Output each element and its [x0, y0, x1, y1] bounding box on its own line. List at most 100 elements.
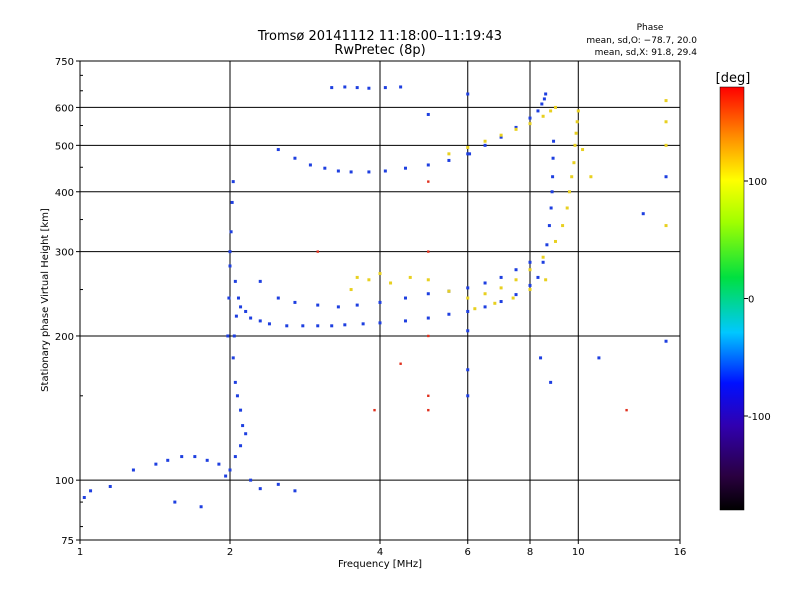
data-point-x-mode	[499, 133, 503, 137]
data-point-x-mode	[466, 296, 470, 300]
data-point-o-mode	[399, 85, 403, 89]
data-point-o-mode	[330, 86, 334, 90]
data-point-o-mode	[447, 158, 451, 162]
data-point-x-mode	[544, 278, 548, 282]
data-point-isolated	[625, 408, 628, 412]
data-point-o-mode	[228, 468, 232, 472]
data-point-x-mode	[565, 206, 569, 210]
data-point-o-mode	[336, 169, 340, 173]
data-point-o-mode	[549, 380, 553, 384]
x-tick-label: 8	[527, 547, 533, 558]
data-point-o-mode	[154, 462, 158, 466]
data-point-o-mode	[597, 356, 601, 360]
data-point-o-mode	[233, 455, 237, 459]
data-point-o-mode	[343, 85, 347, 89]
data-point-o-mode	[528, 260, 532, 264]
data-point-x-mode	[567, 190, 571, 194]
data-point-x-mode	[553, 105, 557, 109]
data-point-o-mode	[258, 279, 262, 283]
data-point-o-mode	[330, 324, 334, 328]
data-point-o-mode	[193, 455, 197, 459]
data-point-o-mode	[231, 180, 235, 184]
data-point-o-mode	[466, 368, 470, 372]
data-point-o-mode	[403, 166, 407, 170]
data-point-o-mode	[173, 500, 177, 504]
y-tick-label: 75	[61, 536, 74, 547]
data-point-x-mode	[541, 114, 545, 118]
x-tick-label: 1	[77, 547, 83, 558]
data-point-x-mode	[664, 224, 668, 228]
data-point-isolated	[427, 334, 430, 338]
data-point-o-mode	[131, 468, 135, 472]
axis-ticks: 1 2 4 6 8 10 16 75 100 200 300 400 500 600 750	[55, 57, 686, 558]
data-point-x-mode	[575, 120, 579, 124]
data-point-o-mode	[664, 175, 668, 179]
data-point-o-mode	[226, 334, 230, 338]
data-point-o-mode	[285, 324, 289, 328]
data-point-o-mode	[236, 296, 240, 300]
data-point-o-mode	[536, 275, 540, 279]
data-point-o-mode	[383, 86, 387, 90]
data-point-o-mode	[249, 478, 253, 482]
data-point-o-mode	[551, 156, 555, 160]
data-point-x-mode	[572, 161, 576, 165]
data-point-o-mode	[276, 148, 280, 152]
data-point-o-mode	[664, 339, 668, 343]
colorbar-label: [deg]	[716, 71, 751, 86]
data-point-x-mode	[549, 109, 553, 113]
data-point-o-mode	[355, 86, 359, 90]
data-point-o-mode	[217, 462, 221, 466]
phase-stats-x: mean, sd,X: 91.8, 29.4	[595, 48, 698, 58]
data-point-o-mode	[383, 169, 387, 173]
data-point-o-mode	[231, 356, 235, 360]
data-point-o-mode	[232, 334, 236, 338]
data-point-o-mode	[239, 408, 243, 412]
data-point-o-mode	[343, 323, 347, 327]
data-point-x-mode	[426, 278, 430, 282]
chart-title: Tromsø 20141112 11:18:00–11:19:43	[257, 29, 502, 44]
y-tick-label: 200	[55, 332, 74, 343]
data-point-o-mode	[234, 314, 238, 318]
data-point-o-mode	[355, 303, 359, 307]
data-point-isolated	[427, 408, 430, 412]
data-point-x-mode	[589, 175, 593, 179]
data-point-o-mode	[249, 316, 253, 320]
data-point-x-mode	[511, 296, 515, 300]
data-point-x-mode	[664, 120, 668, 124]
data-point-o-mode	[205, 458, 209, 462]
data-point-o-mode	[301, 324, 305, 328]
data-point-o-mode	[276, 482, 280, 486]
data-point-o-mode	[550, 190, 554, 194]
data-point-o-mode	[403, 296, 407, 300]
data-point-o-mode	[541, 260, 545, 264]
data-point-x-mode	[576, 109, 580, 113]
data-point-x-mode	[355, 275, 359, 279]
phase-stats-title: Phase	[637, 23, 664, 33]
data-point-isolated	[427, 180, 430, 183]
data-point-o-mode	[528, 283, 532, 287]
data-point-o-mode	[468, 152, 472, 156]
data-point-x-mode	[466, 145, 470, 149]
data-point-o-mode	[276, 296, 280, 300]
data-point-o-mode	[233, 279, 237, 283]
data-point-o-mode	[641, 212, 645, 216]
data-point-o-mode	[549, 206, 553, 210]
data-point-o-mode	[483, 143, 487, 147]
data-point-o-mode	[361, 322, 365, 326]
data-point-o-mode	[547, 224, 551, 228]
data-point-x-mode	[553, 239, 557, 243]
data-point-o-mode	[426, 163, 430, 167]
data-point-o-mode	[528, 116, 532, 120]
y-tick-label: 300	[55, 248, 74, 259]
data-point-o-mode	[323, 166, 327, 170]
data-point-x-mode	[528, 268, 532, 272]
data-point-x-mode	[378, 272, 382, 276]
data-point-o-mode	[544, 92, 548, 96]
data-point-o-mode	[293, 300, 297, 304]
data-point-o-mode	[483, 305, 487, 309]
data-point-o-mode	[367, 170, 371, 174]
y-tick-label: 500	[55, 141, 74, 152]
x-tick-label: 6	[465, 547, 471, 558]
data-point-o-mode	[499, 135, 503, 139]
